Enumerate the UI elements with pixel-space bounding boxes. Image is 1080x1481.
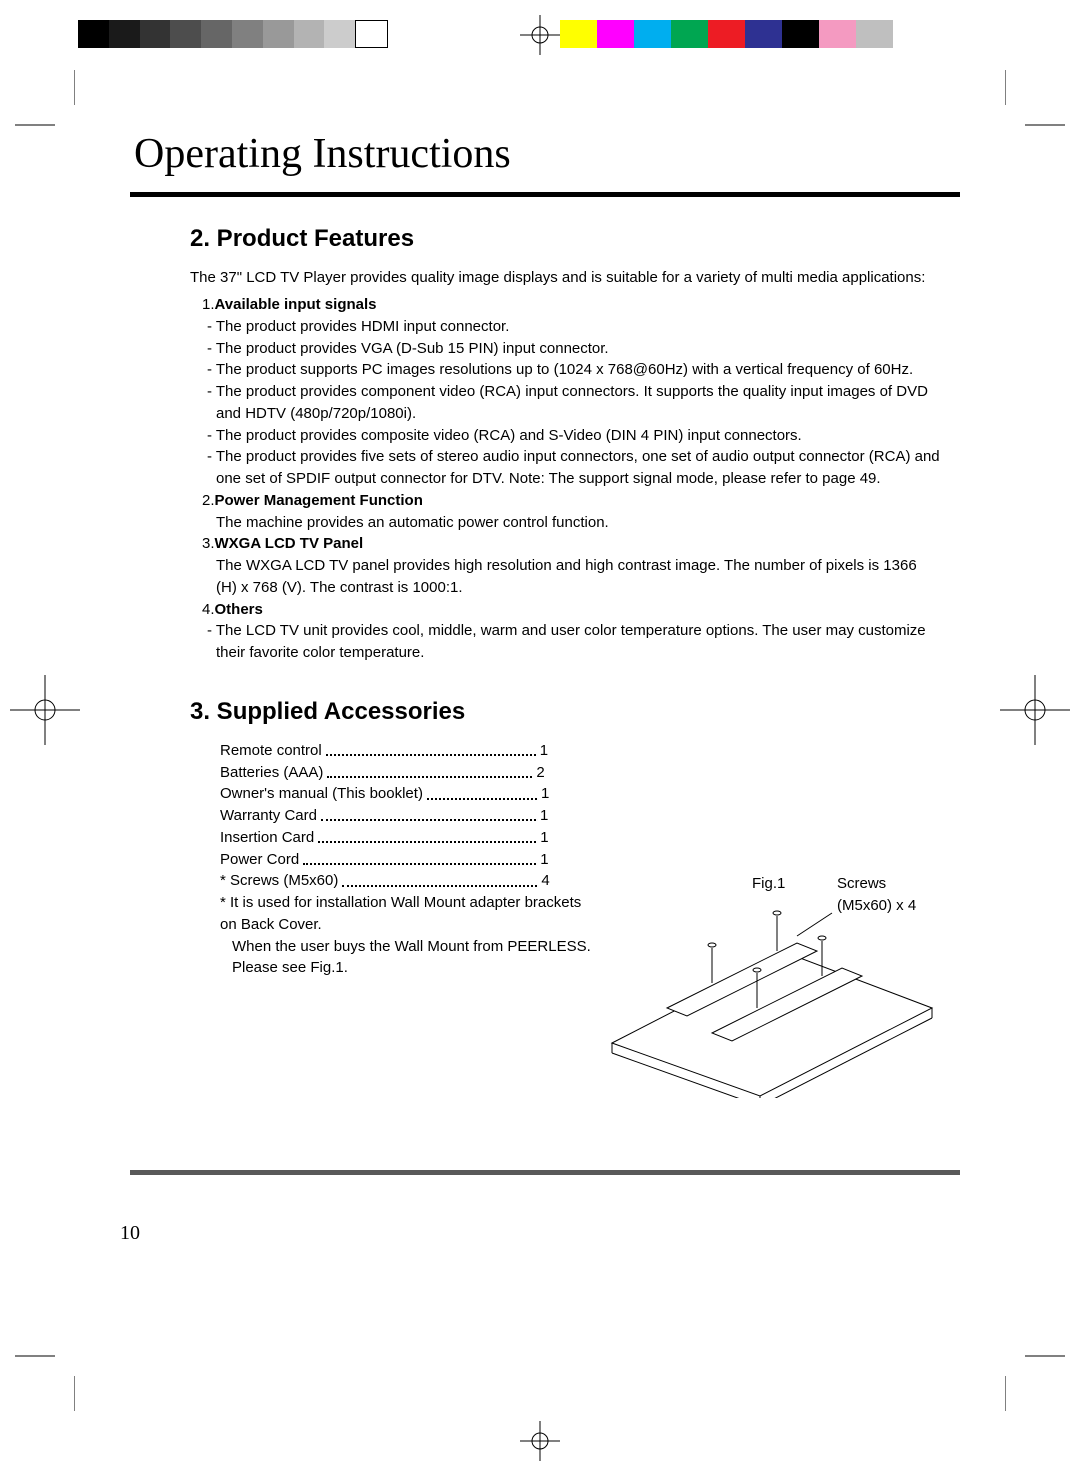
feature-num: 2. bbox=[202, 492, 215, 509]
feature-bullet: - The product provides HDMI input connec… bbox=[202, 316, 940, 338]
feature-bullet: - The LCD TV unit provides cool, middle,… bbox=[202, 620, 940, 664]
accessory-name: Warranty Card bbox=[220, 805, 317, 827]
crop-mark-bl bbox=[15, 1351, 75, 1411]
accessory-name: * Screws (M5x60) bbox=[220, 870, 338, 892]
page: Operating Instructions 2. Product Featur… bbox=[0, 0, 1080, 1481]
feature-bullet: - The product provides composite video (… bbox=[202, 425, 940, 447]
figure-caption-2: (M5x60) x 4 bbox=[837, 897, 916, 914]
figure-caption-1: Screws bbox=[837, 875, 886, 892]
accessory-qty: 1 bbox=[540, 740, 558, 762]
accessory-row: Owner's manual (This booklet) 1 bbox=[220, 783, 940, 805]
feature-item: 4.Others bbox=[202, 599, 940, 621]
page-content: Operating Instructions 2. Product Featur… bbox=[130, 130, 960, 979]
feature-desc: The machine provides an automatic power … bbox=[202, 512, 940, 534]
leader-dots bbox=[321, 805, 536, 821]
registration-mark-left bbox=[10, 675, 80, 745]
feature-num: 1. bbox=[202, 296, 215, 313]
registration-mark-top bbox=[520, 15, 560, 60]
feature-label: Available input signals bbox=[215, 296, 377, 313]
accessory-row: Insertion Card 1 bbox=[220, 827, 940, 849]
accessories-note-2: When the user buys the Wall Mount from P… bbox=[190, 936, 597, 980]
feature-label: Power Management Function bbox=[215, 492, 423, 509]
feature-label: Others bbox=[215, 601, 263, 618]
accessory-qty: 1 bbox=[540, 805, 558, 827]
crop-mark-br bbox=[1005, 1351, 1065, 1411]
feature-label: WXGA LCD TV Panel bbox=[215, 535, 364, 552]
accessory-qty: 4 bbox=[541, 870, 559, 892]
feature-item: 1.Available input signals bbox=[202, 294, 940, 316]
accessory-row: Batteries (AAA) 2 bbox=[220, 762, 940, 784]
crop-mark-tr bbox=[1005, 70, 1065, 130]
accessories-note-1: * It is used for installation Wall Mount… bbox=[190, 892, 585, 936]
section-heading-accessories: 3. Supplied Accessories bbox=[190, 698, 940, 726]
accessory-row: Warranty Card 1 bbox=[220, 805, 940, 827]
accessory-qty: 1 bbox=[540, 849, 558, 871]
features-list: 1.Available input signals- The product p… bbox=[202, 294, 940, 664]
page-number: 10 bbox=[120, 1222, 140, 1245]
fig1-baseplate bbox=[612, 953, 932, 1096]
leader-dots bbox=[327, 762, 532, 778]
features-intro: The 37" LCD TV Player provides quality i… bbox=[190, 267, 940, 288]
accessories-block: Remote control1Batteries (AAA) 2Owner's … bbox=[190, 740, 940, 979]
feature-bullet: - The product provides VGA (D-Sub 15 PIN… bbox=[202, 338, 940, 360]
leader-dots bbox=[427, 783, 537, 799]
leader-dots bbox=[342, 870, 537, 886]
color-ramp bbox=[560, 20, 930, 48]
feature-num: 3. bbox=[202, 535, 215, 552]
accessory-qty: 1 bbox=[540, 827, 558, 849]
figure-1: Fig.1 Screws (M5x60) x 4 bbox=[592, 858, 952, 1098]
accessory-qty: 2 bbox=[536, 762, 554, 784]
feature-desc: The WXGA LCD TV panel provides high reso… bbox=[202, 555, 940, 599]
feature-num: 4. bbox=[202, 601, 215, 618]
crop-mark-tl bbox=[15, 70, 75, 130]
leader-dots bbox=[326, 740, 536, 756]
registration-mark-bottom bbox=[520, 1421, 560, 1466]
page-title: Operating Instructions bbox=[134, 130, 960, 178]
feature-bullet: - The product provides component video (… bbox=[202, 381, 940, 425]
title-rule bbox=[130, 192, 960, 197]
feature-bullet: - The product supports PC images resolut… bbox=[202, 359, 940, 381]
accessory-name: Insertion Card bbox=[220, 827, 314, 849]
registration-mark-right bbox=[1000, 675, 1070, 745]
accessory-row: Remote control 1 bbox=[220, 740, 940, 762]
accessory-qty: 1 bbox=[541, 783, 559, 805]
leader-dots bbox=[303, 849, 536, 865]
accessory-name: Batteries (AAA) bbox=[220, 762, 323, 784]
feature-item: 3.WXGA LCD TV Panel bbox=[202, 533, 940, 555]
accessory-name: Remote control bbox=[220, 740, 322, 762]
feature-bullet: - The product provides five sets of ster… bbox=[202, 446, 940, 490]
figure-label: Fig.1 bbox=[752, 875, 785, 892]
accessory-name: Owner's manual (This booklet) bbox=[220, 783, 423, 805]
accessory-name: Power Cord bbox=[220, 849, 299, 871]
feature-item: 2.Power Management Function bbox=[202, 490, 940, 512]
grayscale-ramp bbox=[78, 20, 388, 48]
leader-dots bbox=[318, 827, 536, 843]
section-heading-features: 2. Product Features bbox=[190, 225, 940, 253]
footer-rule bbox=[130, 1170, 960, 1175]
